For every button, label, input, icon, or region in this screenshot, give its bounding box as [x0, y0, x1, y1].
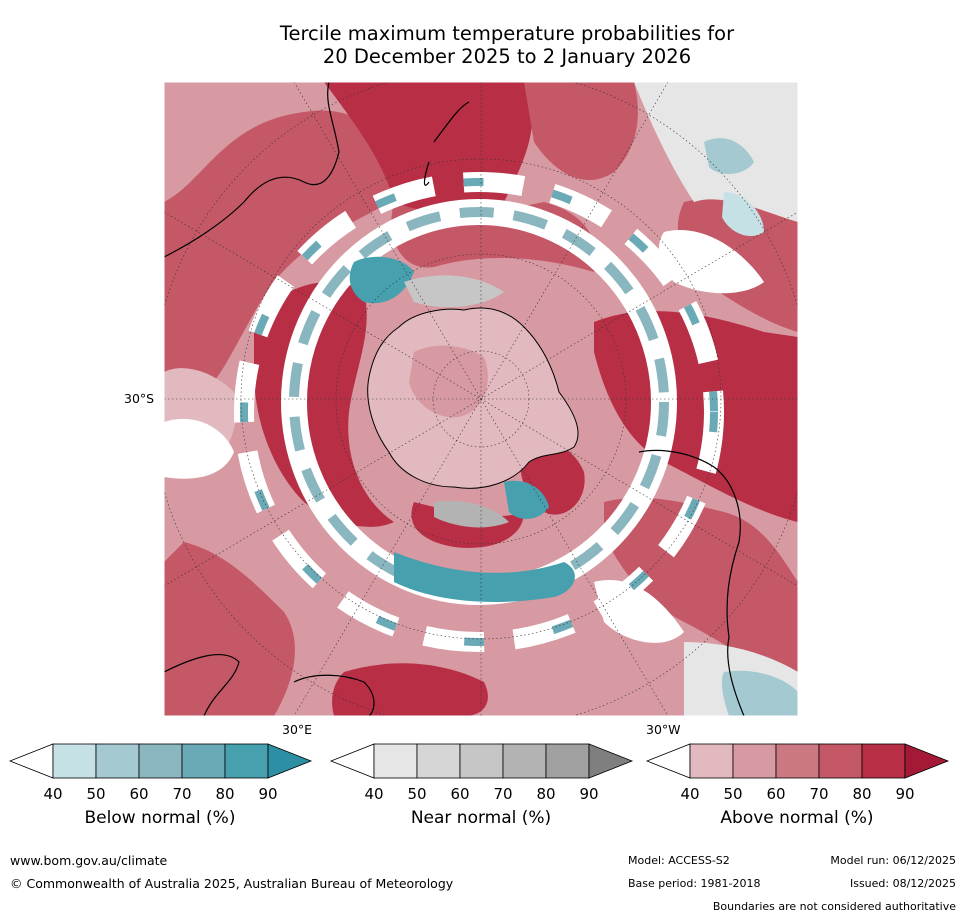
colorbar-tick-label: 60 — [129, 785, 149, 803]
colorbar-near-normal-label: Near normal (%) — [410, 808, 552, 828]
above-normal-region — [164, 110, 404, 412]
colorbar-swatch — [95, 743, 140, 779]
graticule — [164, 82, 798, 716]
colorbar-swatch — [861, 743, 906, 779]
colorbar-swatch — [138, 743, 183, 779]
longitude-label-west: 30°W — [646, 722, 681, 737]
latitude-label: 30°S — [124, 391, 155, 406]
new-zealand-outline — [423, 101, 470, 186]
colorbar-tick-label: 40 — [43, 785, 63, 803]
below-normal-region — [349, 256, 414, 304]
australia-outline — [164, 82, 340, 258]
colorbar-below-normal: 40 50 60 70 80 90 — [8, 743, 313, 805]
below-normal-region — [704, 138, 754, 174]
longitude-label-east: 30°E — [282, 722, 313, 737]
above-normal-region — [604, 497, 798, 682]
colorbar-below-normal-label: Below normal (%) — [84, 808, 236, 828]
colorbar-extend-low — [8, 743, 54, 779]
graticule-meridian — [293, 82, 669, 716]
above-normal-region — [164, 542, 295, 716]
above-normal-region — [524, 82, 638, 181]
issued-text: Issued: 08/12/2025 — [849, 877, 956, 890]
colorbar-tick-label: 80 — [536, 785, 556, 803]
graticule-ring — [335, 253, 627, 545]
colorbar-below-normal-ticks: 40 50 60 70 80 90 — [10, 785, 310, 805]
colorbar-swatch — [545, 743, 590, 779]
colorbar-extend-low — [645, 743, 691, 779]
title-line-2: 20 December 2025 to 2 January 2026 — [322, 45, 692, 68]
colorbar-swatch — [373, 743, 418, 779]
colorbar-above-normal-swatches — [645, 743, 950, 779]
colorbar-tick-label: 40 — [364, 785, 384, 803]
colorbar-swatch — [416, 743, 461, 779]
colorbar-near-normal-swatches — [329, 743, 634, 779]
copyright-text: © Commonwealth of Australia 2025, Austra… — [10, 876, 454, 891]
colorbar-swatch — [775, 743, 820, 779]
below-normal-region — [394, 552, 575, 602]
colorbar-tick-label: 40 — [680, 785, 700, 803]
colorbar-tick-label: 90 — [579, 785, 599, 803]
colorbar-tick-label: 60 — [450, 785, 470, 803]
colorbar-tick-label: 90 — [895, 785, 915, 803]
map-title: Tercile maximum temperature probabilitie… — [164, 22, 850, 68]
colorbar-swatch — [732, 743, 777, 779]
above-normal-region — [254, 282, 394, 527]
base-period-text: Base period: 1981-2018 — [628, 877, 761, 890]
colorbar-tick-label: 90 — [258, 785, 278, 803]
below-normal-ring — [240, 178, 718, 646]
below-normal-region — [721, 670, 798, 716]
colorbar-extend-high — [267, 743, 313, 779]
colorbar-tick-label: 50 — [723, 785, 743, 803]
antarctica-detail — [409, 345, 488, 418]
colorbar-swatch — [818, 743, 863, 779]
title-line-1: Tercile maximum temperature probabilitie… — [279, 22, 735, 45]
colorbar-swatch — [224, 743, 269, 779]
colorbar-tick-label: 50 — [407, 785, 427, 803]
above-normal-region — [332, 663, 488, 716]
below-normal-region — [504, 480, 549, 519]
website-link[interactable]: www.bom.gov.au/climate — [10, 853, 168, 868]
colorbar-tick-label: 70 — [809, 785, 829, 803]
colorbar-tick-label: 80 — [215, 785, 235, 803]
colorbar-below-normal-swatches — [8, 743, 313, 779]
near-normal-region — [404, 275, 504, 308]
colorbar-swatch — [181, 743, 226, 779]
colorbar-near-normal: 40 50 60 70 80 90 — [329, 743, 634, 805]
colorbar-swatch — [52, 743, 97, 779]
colorbar-extend-high — [904, 743, 950, 779]
colorbar-tick-label: 70 — [493, 785, 513, 803]
boundaries-disclaimer: Boundaries are not considered authoritat… — [712, 900, 956, 913]
below-normal-region — [722, 192, 764, 237]
colorbar-tick-label: 80 — [852, 785, 872, 803]
model-text: Model: ACCESS-S2 — [628, 854, 730, 867]
south-america-outline — [638, 449, 745, 716]
colorbar-extend-high — [588, 743, 634, 779]
colorbar-above-normal-ticks: 40 50 60 70 80 90 — [647, 785, 947, 805]
near-normal-region — [434, 500, 509, 528]
neutral-region — [164, 418, 234, 479]
neutral-region — [658, 230, 764, 294]
colorbar-tick-label: 60 — [766, 785, 786, 803]
africa-outline — [164, 654, 375, 716]
colorbar-above-normal-label: Above normal (%) — [720, 808, 874, 828]
above-normal-region — [594, 311, 798, 522]
colorbar-swatch — [459, 743, 504, 779]
colorbar-swatch — [689, 743, 734, 779]
colorbar-tick-label: 70 — [172, 785, 192, 803]
model-run-text: Model run: 06/12/2025 — [830, 854, 956, 867]
probability-map — [164, 82, 798, 716]
colorbar-extend-low — [329, 743, 375, 779]
colorbar-above-normal: 40 50 60 70 80 90 — [645, 743, 950, 805]
colorbar-swatch — [502, 743, 547, 779]
colorbar-near-normal-ticks: 40 50 60 70 80 90 — [331, 785, 631, 805]
colorbar-tick-label: 50 — [86, 785, 106, 803]
